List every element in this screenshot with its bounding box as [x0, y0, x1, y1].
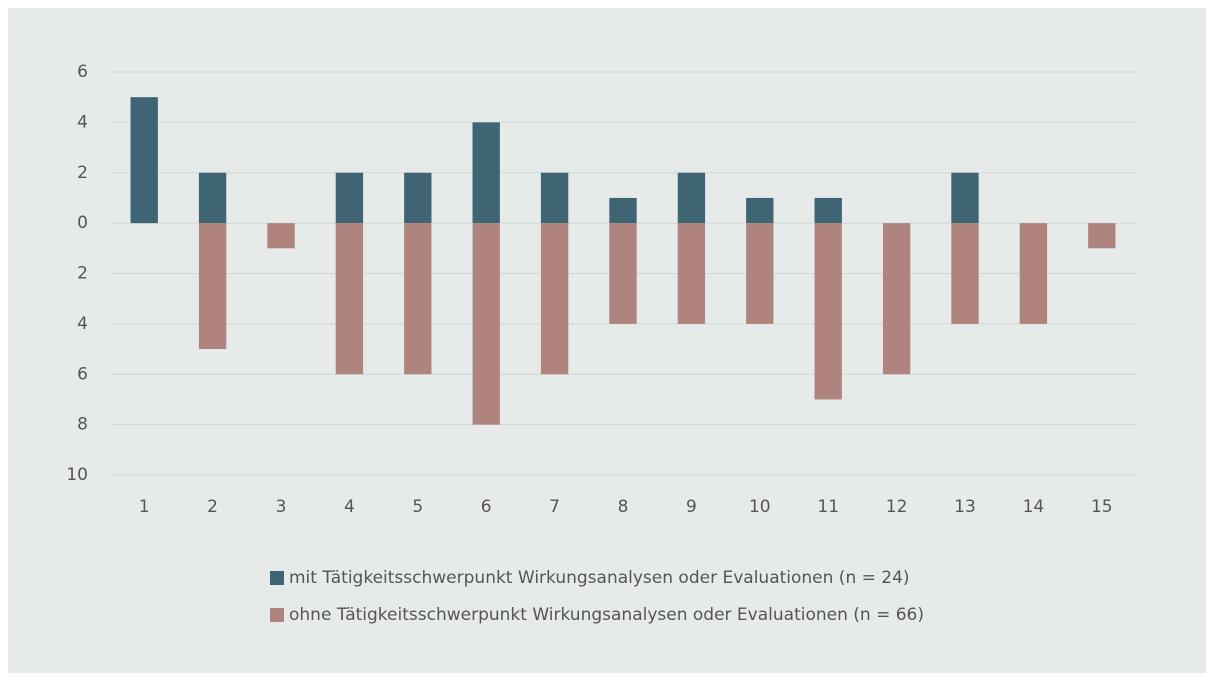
legend-swatch — [270, 608, 284, 622]
y-tick-label: 4 — [77, 112, 88, 132]
x-tick-label: 4 — [344, 497, 355, 517]
y-tick-label: 4 — [77, 314, 88, 334]
legend-label: ohne Tätigkeitsschwerpunkt Wirkungsanaly… — [289, 605, 924, 625]
x-tick-label: 11 — [817, 497, 839, 517]
x-tick-label: 8 — [618, 497, 629, 517]
y-tick-label: 6 — [77, 62, 88, 82]
x-tick-label: 14 — [1023, 497, 1045, 517]
bar — [609, 223, 637, 324]
bar — [951, 172, 979, 224]
bar — [198, 172, 227, 224]
bar — [404, 172, 432, 224]
y-tick-label: 2 — [77, 264, 88, 284]
bar — [951, 223, 979, 324]
x-tick-label: 15 — [1091, 497, 1113, 517]
bar — [130, 97, 158, 224]
bar — [1019, 223, 1048, 324]
bar — [540, 223, 569, 375]
y-tick-label: 6 — [77, 364, 88, 384]
x-tick-label: 2 — [207, 497, 218, 517]
y-tick-label: 0 — [77, 213, 88, 233]
bar — [746, 223, 774, 324]
x-tick-label: 6 — [481, 497, 492, 517]
bar — [677, 172, 706, 224]
x-tick-label: 10 — [749, 497, 771, 517]
bar — [746, 197, 774, 224]
x-tick-label: 1 — [139, 497, 150, 517]
legend-swatch — [270, 571, 284, 585]
bar — [540, 172, 569, 224]
bar — [882, 223, 911, 375]
x-tick-label: 13 — [954, 497, 976, 517]
y-tick-label: 10 — [66, 465, 88, 485]
bar — [472, 122, 500, 224]
x-tick-label: 3 — [276, 497, 287, 517]
bar — [335, 223, 364, 375]
y-tick-label: 8 — [77, 415, 88, 435]
bar — [472, 223, 500, 425]
y-tick-label: 2 — [77, 163, 88, 183]
x-tick-label: 5 — [412, 497, 423, 517]
legend-label: mit Tätigkeitsschwerpunkt Wirkungsanalys… — [289, 568, 910, 588]
bar — [814, 197, 842, 224]
x-tick-label: 7 — [549, 497, 560, 517]
bar — [1088, 223, 1116, 249]
bar — [198, 223, 227, 350]
x-tick-label: 9 — [686, 497, 697, 517]
bar — [609, 197, 637, 224]
bar — [404, 223, 432, 375]
bar — [677, 223, 706, 324]
bar — [335, 172, 364, 224]
bar — [267, 223, 295, 249]
bar — [814, 223, 842, 400]
x-tick-label: 12 — [886, 497, 908, 517]
